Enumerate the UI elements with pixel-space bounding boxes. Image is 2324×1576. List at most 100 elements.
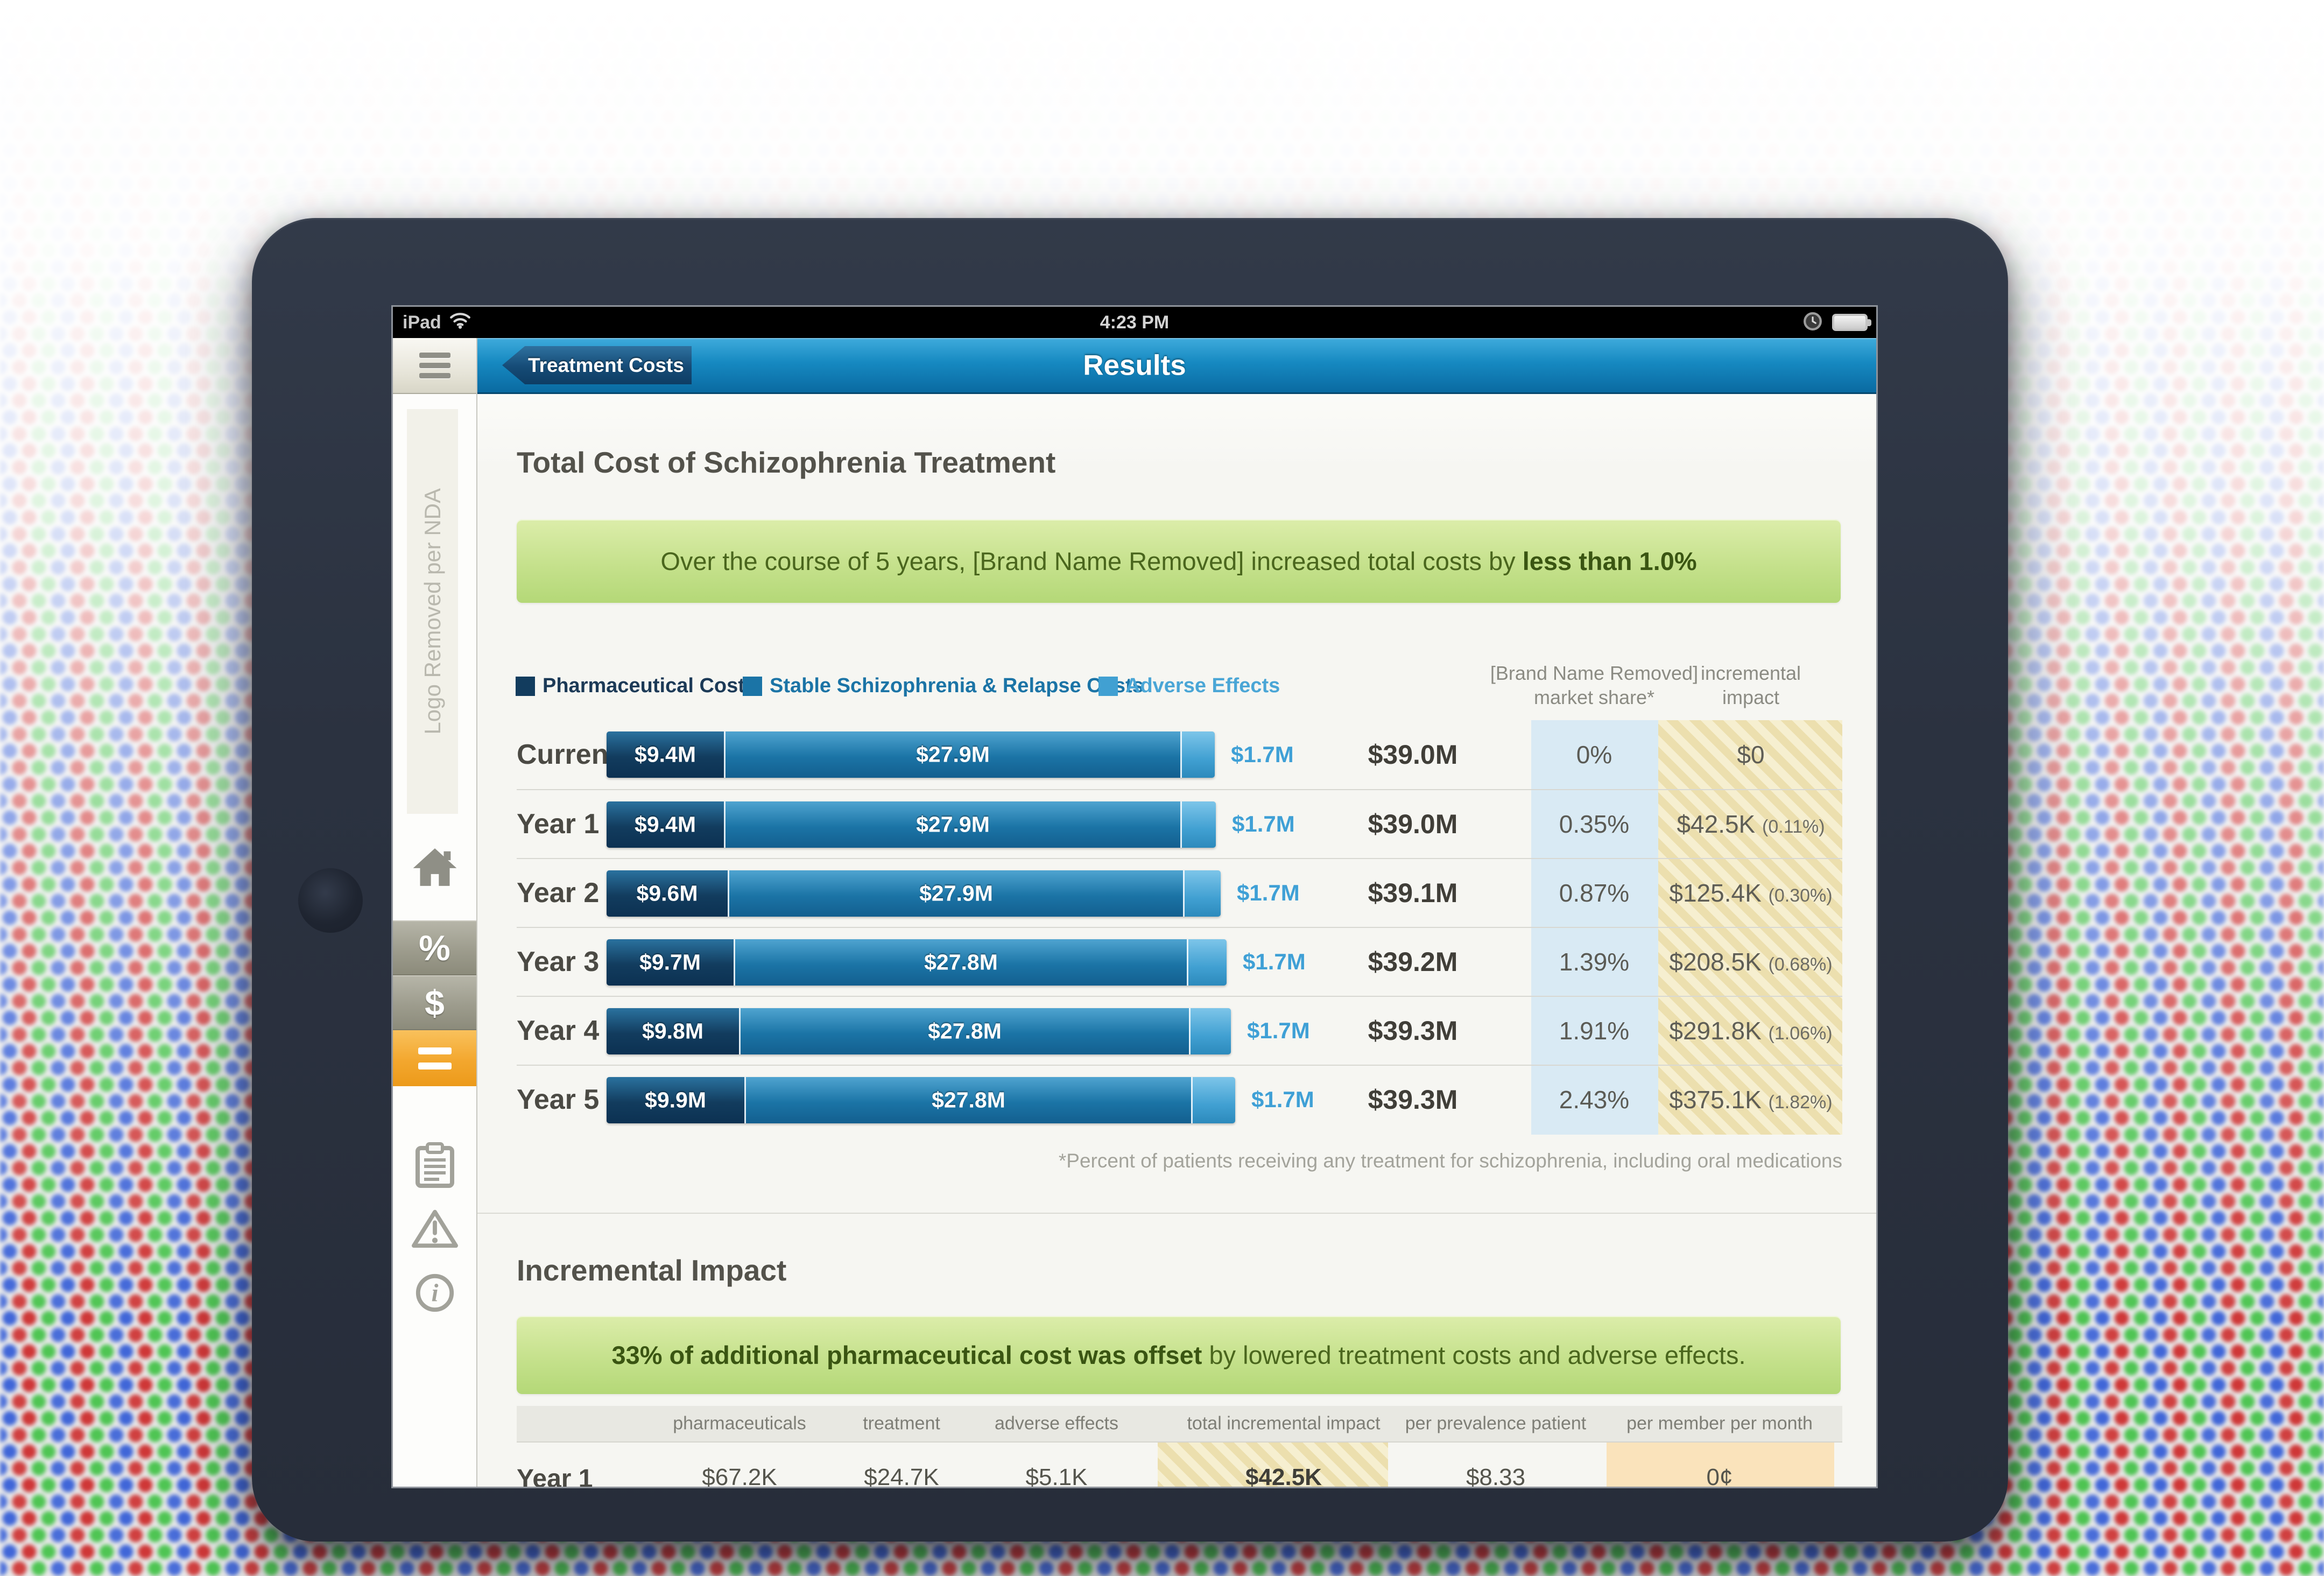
sidebar-item-info[interactable]: i bbox=[414, 1272, 456, 1317]
market-share-value: 2.43% bbox=[1559, 1086, 1630, 1114]
menu-button[interactable] bbox=[393, 338, 476, 394]
alarm-clock-icon bbox=[1803, 312, 1822, 334]
bar-segment-pharmaceutical: $9.7M bbox=[607, 939, 734, 986]
bar-segment-treatment: $27.8M bbox=[739, 1008, 1189, 1054]
incremental-impact-value: $375.1K (1.82%) bbox=[1669, 1086, 1833, 1114]
section-title-total-cost: Total Cost of Schizophrenia Treatment bbox=[517, 446, 1056, 479]
percent-icon: % bbox=[419, 928, 450, 968]
column-header-market-share: [Brand Name Removed] market share* bbox=[1490, 662, 1699, 708]
ipad-screen: iPad 4:23 PM Treatment Costs bbox=[393, 307, 1876, 1487]
section-divider bbox=[477, 1213, 1876, 1214]
sidebar-item-percent[interactable]: % bbox=[393, 920, 476, 975]
clock-time: 4:23 PM bbox=[1100, 312, 1170, 333]
clipboard-icon bbox=[413, 1142, 456, 1191]
banner-text-bold: 33% of additional pharmaceutical cost wa… bbox=[611, 1341, 1202, 1369]
market-share-value: 0% bbox=[1576, 741, 1612, 769]
home-icon bbox=[411, 848, 459, 891]
summary-banner-total-cost: Over the course of 5 years, [Brand Name … bbox=[517, 519, 1841, 603]
page-title: Results bbox=[1083, 349, 1186, 381]
chart-row-year-5: Year 5 $9.9M $27.8M $1.7M $39.3M 2.43% $375.1K… bbox=[517, 1065, 1842, 1134]
impact-percent: (1.06%) bbox=[1768, 1023, 1833, 1044]
adverse-effects-value: $1.7M bbox=[1243, 949, 1306, 974]
back-button-label: Treatment Costs bbox=[528, 354, 684, 376]
hamburger-icon bbox=[419, 353, 450, 358]
impact-table-total-cell-background bbox=[1158, 1443, 1388, 1487]
total-cost-value: $39.2M bbox=[1368, 947, 1458, 977]
row-label: Current bbox=[517, 739, 618, 770]
adverse-effects-value: $1.7M bbox=[1232, 811, 1295, 836]
battery-icon bbox=[1832, 314, 1871, 331]
impact-pmpm-value: 0¢ bbox=[1706, 1464, 1733, 1487]
impact-adverse-effects-value: $5.1K bbox=[1025, 1464, 1088, 1487]
impact-total-value: $42.5K bbox=[1245, 1464, 1322, 1487]
legend-label: Pharmaceutical Costs bbox=[543, 674, 757, 697]
bar-segment-pharmaceutical: $9.8M bbox=[607, 1008, 739, 1054]
impact-table-header: per prevalence patient bbox=[1405, 1413, 1587, 1434]
adverse-effects-value: $1.7M bbox=[1237, 880, 1300, 905]
stacked-bar: $9.8M $27.8M bbox=[607, 1008, 1231, 1054]
summary-banner-incremental: 33% of additional pharmaceutical cost wa… bbox=[517, 1316, 1841, 1394]
bar-segment-treatment: $27.8M bbox=[744, 1077, 1191, 1123]
logo-placeholder: Logo Removed per NDA bbox=[407, 409, 458, 814]
legend-item: Pharmaceutical Costs bbox=[516, 674, 756, 698]
total-cost-value: $39.1M bbox=[1368, 878, 1458, 908]
back-button-treatment-costs[interactable]: Treatment Costs bbox=[502, 346, 692, 384]
column-header-incremental-impact: incremental impact bbox=[1700, 662, 1801, 708]
equals-icon bbox=[418, 1047, 452, 1054]
impact-per-patient-value: $8.33 bbox=[1466, 1464, 1526, 1487]
chart-row-year-2: Year 2 $9.6M $27.9M $1.7M $39.1M 0.87% $125.4K… bbox=[517, 858, 1842, 927]
navigation-bar: Treatment Costs Results bbox=[477, 338, 1876, 394]
sidebar: Logo Removed per NDA % $ bbox=[393, 338, 477, 1487]
incremental-impact-value: $125.4K (0.30%) bbox=[1669, 879, 1833, 907]
row-label: Year 5 bbox=[517, 1084, 600, 1115]
bar-segment-adverse bbox=[1187, 939, 1227, 986]
impact-table-header: per member per month bbox=[1626, 1413, 1813, 1434]
impact-table-pmpm-cell-background bbox=[1607, 1443, 1834, 1487]
legend-swatch-icon bbox=[1098, 676, 1118, 696]
stacked-bar: $9.4M $27.9M bbox=[607, 801, 1216, 848]
legend-swatch-icon bbox=[743, 676, 762, 696]
impact-percent: (0.30%) bbox=[1768, 885, 1833, 906]
row-label: Year 3 bbox=[517, 946, 600, 977]
total-cost-value: $39.3M bbox=[1368, 1016, 1458, 1046]
sidebar-item-results-selected[interactable] bbox=[393, 1030, 476, 1086]
incremental-impact-value: $42.5K (0.11%) bbox=[1677, 810, 1825, 838]
sidebar-item-warnings[interactable] bbox=[411, 1208, 458, 1252]
dollar-icon: $ bbox=[425, 983, 445, 1023]
carrier-label: iPad bbox=[403, 312, 441, 333]
banner-text: by lowered treatment costs and adverse e… bbox=[1202, 1341, 1746, 1369]
impact-table-header: treatment bbox=[863, 1413, 940, 1434]
impact-table-header: total incremental impact bbox=[1187, 1413, 1381, 1434]
banner-text: Over the course of 5 years, [Brand Name … bbox=[660, 547, 1523, 575]
footnote: *Percent of patients receiving any treat… bbox=[1058, 1150, 1842, 1172]
bar-segment-adverse bbox=[1189, 1008, 1231, 1054]
info-icon: i bbox=[414, 1274, 456, 1316]
impact-table-header-row: pharmaceuticals treatment adverse effects t… bbox=[517, 1406, 1842, 1443]
impact-table-header: pharmaceuticals bbox=[673, 1413, 806, 1434]
market-share-value: 0.87% bbox=[1559, 879, 1630, 907]
ipad-frame: iPad 4:23 PM Treatment Costs bbox=[252, 218, 2008, 1542]
bar-segment-pharmaceutical: $9.6M bbox=[607, 870, 728, 917]
bar-segment-adverse bbox=[1183, 870, 1221, 917]
sidebar-item-home[interactable] bbox=[411, 845, 459, 892]
legend-item: Stable Schizophrenia & Relapse Costs bbox=[743, 674, 1144, 698]
warning-icon bbox=[411, 1209, 458, 1251]
row-label: Year 2 bbox=[517, 877, 600, 909]
results-content: Total Cost of Schizophrenia Treatment Ov… bbox=[477, 394, 1876, 1487]
stacked-bar: $9.6M $27.9M bbox=[607, 870, 1221, 917]
wifi-icon bbox=[449, 312, 471, 334]
adverse-effects-value: $1.7M bbox=[1251, 1087, 1314, 1112]
market-share-value: 1.91% bbox=[1559, 1017, 1630, 1045]
sidebar-item-dollar[interactable]: $ bbox=[393, 975, 476, 1030]
sidebar-item-report[interactable] bbox=[413, 1142, 456, 1192]
bar-segment-treatment: $27.9M bbox=[724, 801, 1180, 848]
bar-segment-adverse bbox=[1180, 731, 1215, 778]
market-share-value: 0.35% bbox=[1559, 810, 1630, 838]
chart-row-year-3: Year 3 $9.7M $27.8M $1.7M $39.2M 1.39% $208.5K… bbox=[517, 927, 1842, 996]
row-label: Year 1 bbox=[517, 808, 600, 840]
bar-segment-pharmaceutical: $9.4M bbox=[607, 731, 724, 778]
total-cost-value: $39.3M bbox=[1368, 1085, 1458, 1115]
impact-percent: (0.11%) bbox=[1762, 817, 1825, 837]
impact-pharmaceuticals-value: $67.2K bbox=[702, 1464, 777, 1487]
